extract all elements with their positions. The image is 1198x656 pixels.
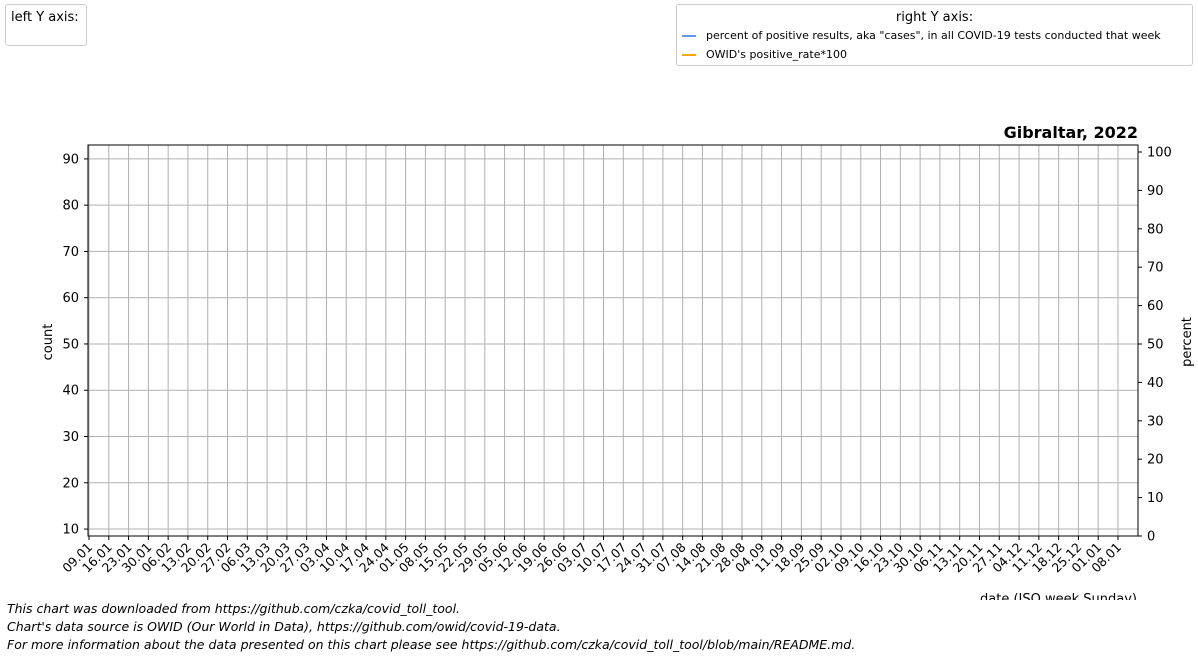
legend-swatch-blue	[682, 35, 696, 37]
right-y-tick-label: 40	[1147, 376, 1164, 391]
right-legend-title: right Y axis:	[895, 10, 974, 25]
right-y-tick-label: 80	[1147, 222, 1164, 237]
right-y-axis-label: percent	[1180, 317, 1195, 367]
left-y-axis-label: count	[41, 324, 56, 361]
left-y-tick-label: 20	[62, 476, 79, 491]
footer-line-more-info: For more information about the data pres…	[7, 637, 856, 652]
grid-lines	[88, 145, 1138, 536]
chart-area: 09.0116.0123.0130.0106.0213.0220.0227.02…	[41, 123, 1195, 600]
chart-title: Gibraltar, 2022	[1004, 123, 1138, 142]
left-y-tick-label: 30	[62, 430, 79, 445]
right-y-tick-label: 90	[1147, 184, 1164, 199]
right-y-tick-label: 20	[1147, 453, 1164, 468]
right-y-tick-label: 0	[1147, 530, 1155, 545]
plot-frame	[87, 144, 1139, 537]
left-axis-legend: left Y axis:	[5, 4, 87, 46]
right-y-tick-label: 100	[1147, 146, 1172, 161]
left-y-tick-label: 90	[62, 152, 79, 167]
footer-line-data-source: Chart's data source is OWID (Our World i…	[7, 619, 561, 634]
x-axis: 09.0116.0123.0130.0106.0213.0220.0227.02…	[59, 536, 1124, 575]
footer-line-source-repo: This chart was downloaded from https://g…	[7, 601, 461, 616]
left-y-tick-label: 40	[62, 384, 79, 399]
legend-swatch-orange	[682, 54, 696, 56]
legend-entry-owid-rate: OWID's positive_rate*100	[682, 48, 847, 61]
right-axis-legend: right Y axis: percent of positive result…	[676, 4, 1193, 66]
left-y-tick-label: 80	[62, 199, 79, 214]
left-y-axis: 10 20 30 40 50 60 70 80 90	[62, 152, 88, 538]
left-legend-title: left Y axis:	[11, 10, 79, 25]
left-y-tick-label: 10	[62, 523, 79, 538]
legend-entry-positive-percent: percent of positive results, aka "cases"…	[682, 29, 1161, 42]
legend-label-owid-rate: OWID's positive_rate*100	[706, 48, 847, 61]
right-y-axis: 0 10 20 30 40 50 60 70 80 90 100	[1138, 146, 1172, 545]
left-y-tick-label: 50	[62, 337, 79, 352]
left-y-tick-label: 70	[62, 245, 79, 260]
right-y-tick-label: 30	[1147, 414, 1164, 429]
right-y-tick-label: 50	[1147, 338, 1164, 353]
left-y-tick-label: 60	[62, 291, 79, 306]
right-y-tick-label: 70	[1147, 261, 1164, 276]
legend-label-positive-percent: percent of positive results, aka "cases"…	[706, 29, 1161, 42]
x-axis-label: date (ISO week Sunday)	[980, 592, 1137, 600]
right-y-tick-label: 10	[1147, 491, 1164, 506]
right-y-tick-label: 60	[1147, 299, 1164, 314]
